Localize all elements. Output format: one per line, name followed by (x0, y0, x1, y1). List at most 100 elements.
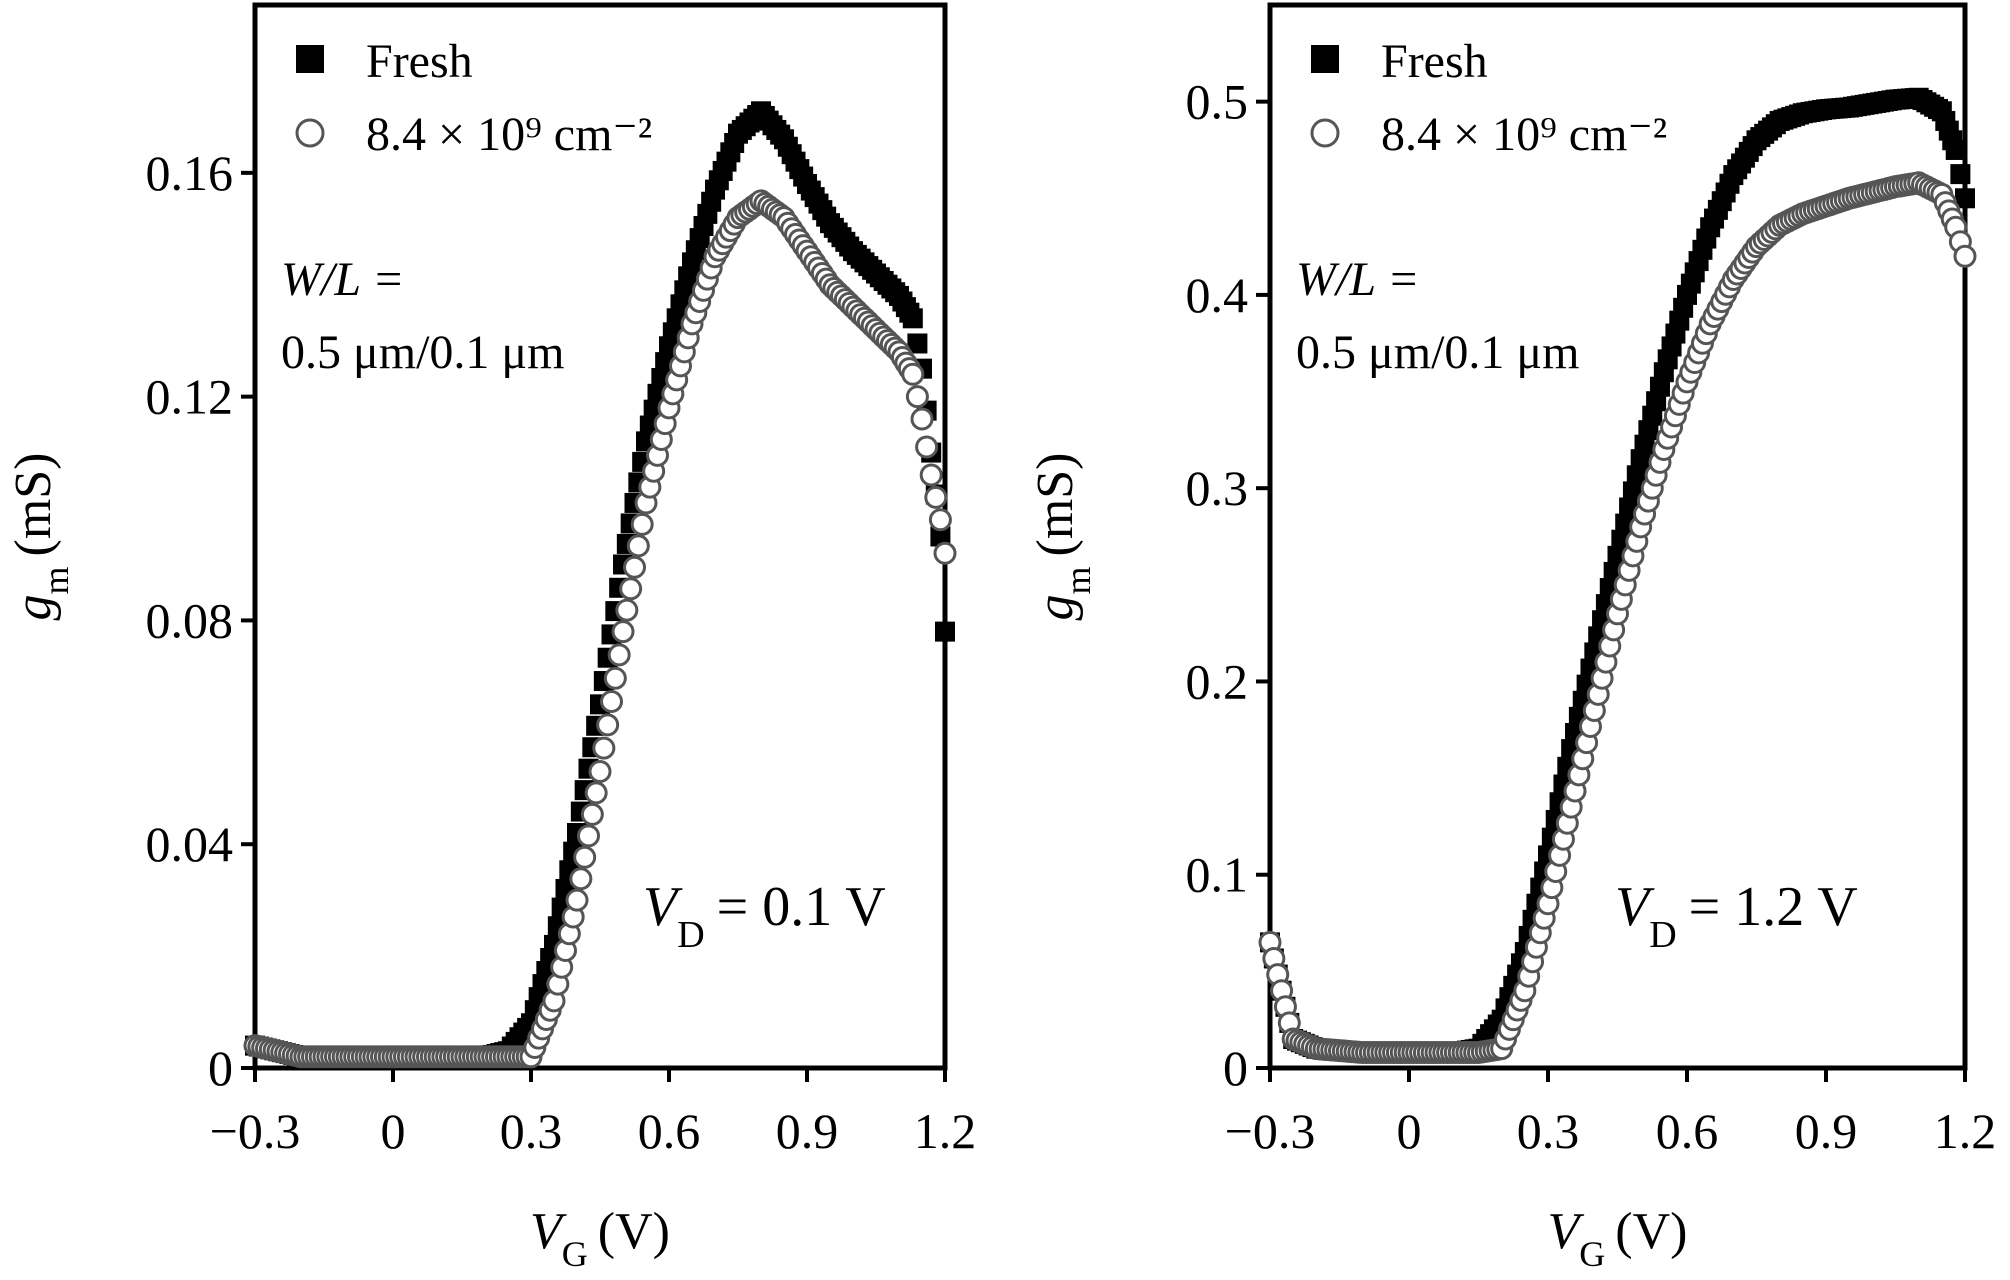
data-point-stressed (1953, 244, 1977, 268)
drain-voltage-value: = 0.1 V (717, 876, 886, 938)
legend: Fresh 8.4 × 10⁹ cm⁻² (1310, 35, 1667, 161)
x-axis-symbol: V (530, 1203, 567, 1260)
data-point-fresh (1626, 465, 1647, 486)
legend-marker-fresh (296, 45, 324, 73)
x-axis-label: VG (V) (530, 1203, 670, 1274)
data-point-stressed (924, 485, 948, 509)
data-point-stressed (600, 690, 623, 714)
legend: Fresh 8.4 × 10⁹ cm⁻² (295, 35, 652, 161)
data-point-stressed (569, 867, 593, 891)
x-axis-symbol: V (1548, 1203, 1585, 1260)
legend-label-fresh: Fresh (366, 35, 473, 88)
y-axis-unit: (mS) (5, 452, 62, 556)
data-point-stressed (915, 435, 939, 459)
x-tick-label: 1.2 (1934, 1103, 1997, 1159)
data-point-stressed (607, 643, 631, 667)
legend-label-fresh: Fresh (1381, 35, 1488, 88)
x-tick-label: 0.9 (776, 1103, 839, 1159)
drain-voltage-value: = 1.2 V (1689, 876, 1858, 938)
drain-voltage-label: VD = 0.1 V (643, 876, 886, 956)
y-tick-label: 0.2 (1186, 653, 1249, 709)
data-point-stressed (901, 362, 925, 386)
data-point-stressed (626, 534, 650, 558)
series-stressed (243, 189, 957, 1069)
data-point-fresh (1607, 545, 1628, 566)
x-tick-label: 0 (381, 1103, 406, 1159)
x-tick-label: 0.3 (500, 1103, 563, 1159)
y-axis-label: gm (mS) (1027, 452, 1098, 620)
geometry-annotation-line2: 0.5 μm/0.1 μm (281, 326, 564, 379)
drain-voltage-subscript: D (1649, 914, 1676, 956)
y-axis-subscript: m (36, 566, 76, 594)
y-tick-label: 0.16 (146, 145, 234, 201)
data-point-stressed (611, 620, 635, 644)
legend-marker-fresh (1311, 45, 1339, 73)
data-point-stressed (619, 577, 643, 601)
drain-voltage-symbol: V (643, 876, 683, 938)
y-tick-label: 0.5 (1186, 74, 1249, 130)
series-stressed (1258, 171, 1977, 1065)
y-axis-unit: (mS) (1027, 452, 1084, 556)
data-point-fresh (935, 621, 955, 642)
data-point-stressed (565, 888, 589, 912)
x-axis-subscript: G (1579, 1234, 1605, 1274)
data-point-stressed (580, 802, 604, 826)
data-point-stressed (928, 508, 952, 532)
data-point-stressed (905, 385, 929, 409)
y-axis-subscript: m (1058, 566, 1098, 594)
data-point-stressed (630, 512, 654, 536)
x-axis-subscript: G (562, 1234, 588, 1274)
legend-label-stressed: 8.4 × 10⁹ cm⁻² (366, 108, 652, 161)
y-axis-symbol: g (1027, 595, 1084, 621)
drain-voltage-label: VD = 1.2 V (1615, 876, 1858, 956)
x-tick-label: 0.6 (1656, 1103, 1719, 1159)
y-tick-label: 0.08 (146, 592, 234, 648)
plot-frame (1267, 2, 1968, 1071)
data-point-stressed (584, 781, 608, 805)
data-point-fresh (907, 333, 928, 354)
data-point-fresh (930, 526, 951, 547)
data-point-stressed (577, 824, 600, 848)
y-tick-label: 0 (208, 1040, 233, 1096)
y-axis-label: gm (mS) (5, 452, 76, 620)
data-point-stressed (596, 713, 620, 737)
y-tick-label: 0.1 (1186, 847, 1249, 903)
x-tick-label: 0.3 (1517, 1103, 1580, 1159)
chart-panel-2: −0.3 0 0.3 0.6 0.9 1.200.10.20.30.40.5VG (V)gm… (1027, 2, 1997, 1274)
drain-voltage-symbol: V (1615, 876, 1655, 938)
data-point-stressed (592, 736, 616, 760)
legend-marker-stressed (295, 118, 325, 148)
data-point-fresh (1955, 188, 1975, 209)
x-tick-label: 1.2 (914, 1103, 977, 1159)
geometry-annotation-line1: W/L = (1296, 253, 1420, 306)
y-tick-label: 0.3 (1186, 460, 1249, 516)
geometry-annotation-line2: 0.5 μm/0.1 μm (1296, 326, 1579, 379)
x-tick-label: 0.6 (638, 1103, 701, 1159)
data-point-stressed (910, 407, 934, 431)
y-tick-label: 0 (1223, 1040, 1248, 1096)
data-point-stressed (573, 845, 597, 869)
x-axis-unit: (V) (1615, 1203, 1687, 1260)
data-point-stressed (623, 555, 646, 579)
legend-marker-stressed (1310, 118, 1340, 148)
x-axis-unit: (V) (598, 1203, 670, 1260)
data-point-fresh (1950, 164, 1971, 185)
data-point-fresh (1945, 139, 1966, 160)
drain-voltage-subscript: D (677, 914, 704, 956)
x-tick-label: 0 (1397, 1103, 1422, 1159)
y-tick-label: 0.4 (1186, 267, 1249, 323)
geometry-annotation-line1: W/L = (281, 253, 405, 306)
legend-label-stressed: 8.4 × 10⁹ cm⁻² (1381, 108, 1667, 161)
y-axis-symbol: g (5, 595, 62, 621)
data-point-stressed (919, 463, 943, 487)
data-point-fresh (902, 308, 923, 329)
y-tick-label: 0.12 (146, 369, 234, 425)
x-axis-label: VG (V) (1548, 1203, 1688, 1274)
x-tick-label: −0.3 (210, 1103, 301, 1159)
data-point-stressed (588, 759, 612, 783)
x-tick-label: 0.9 (1795, 1103, 1858, 1159)
data-point-stressed (615, 598, 639, 622)
data-point-stressed (603, 666, 627, 690)
